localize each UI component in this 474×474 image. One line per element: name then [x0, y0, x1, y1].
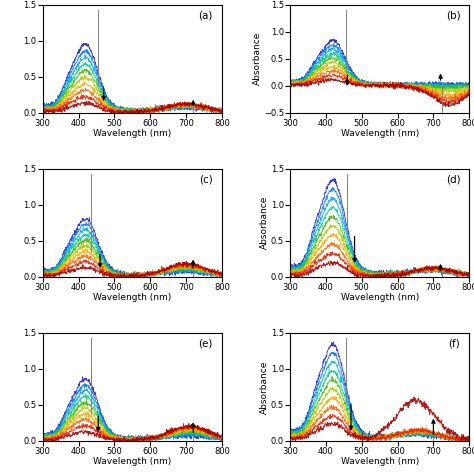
Text: (b): (b) — [446, 10, 460, 20]
Text: (c): (c) — [199, 174, 213, 184]
Text: (e): (e) — [199, 338, 213, 348]
Text: (d): (d) — [446, 174, 460, 184]
X-axis label: Wavelength (nm): Wavelength (nm) — [340, 293, 419, 302]
Y-axis label: Absorbance: Absorbance — [260, 196, 269, 249]
X-axis label: Wavelength (nm): Wavelength (nm) — [93, 293, 172, 302]
Text: (f): (f) — [448, 338, 460, 348]
X-axis label: Wavelength (nm): Wavelength (nm) — [340, 457, 419, 466]
Text: (a): (a) — [199, 10, 213, 20]
Y-axis label: Absorbance: Absorbance — [260, 360, 269, 413]
Y-axis label: Absorbance: Absorbance — [253, 32, 262, 85]
X-axis label: Wavelength (nm): Wavelength (nm) — [93, 457, 172, 466]
X-axis label: Wavelength (nm): Wavelength (nm) — [340, 129, 419, 138]
X-axis label: Wavelength (nm): Wavelength (nm) — [93, 129, 172, 138]
